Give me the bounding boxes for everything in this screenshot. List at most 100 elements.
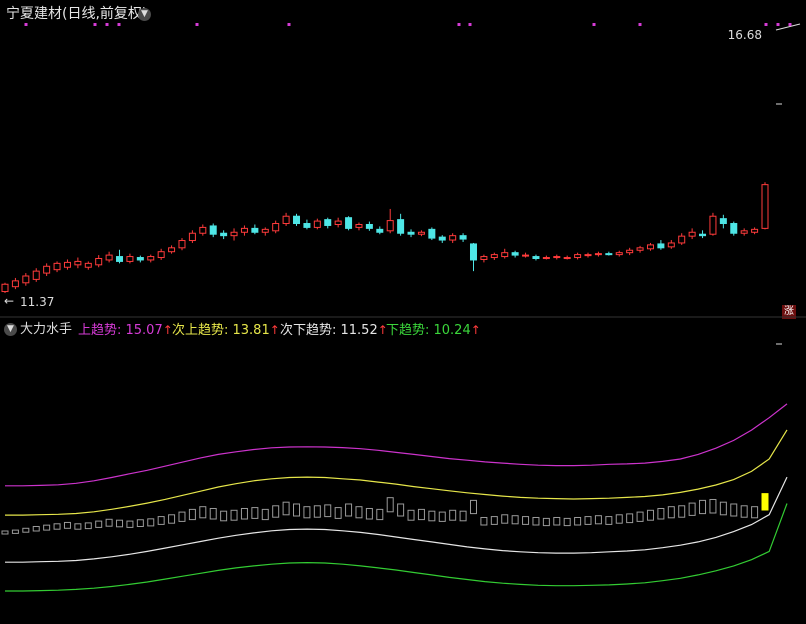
candle-down: [719, 218, 727, 225]
volume-bar: [209, 507, 217, 520]
candle-up: [501, 252, 509, 258]
candle-up: [53, 262, 61, 271]
volume-bar: [147, 518, 155, 527]
legend-lower-trend: 下趋势: 10.24↑: [386, 323, 481, 338]
candle-up: [282, 215, 290, 225]
volume-bar: [95, 520, 103, 528]
candle-up: [646, 244, 654, 250]
rise-badge: 涨: [782, 305, 796, 319]
volume-bar: [199, 506, 207, 519]
signal-marker: [24, 23, 28, 26]
volume-bar: [469, 499, 477, 515]
volume-bar: [188, 508, 196, 521]
volume-bar: [168, 514, 176, 524]
volume-bar: [116, 519, 124, 528]
volume-bar: [428, 510, 436, 522]
volume-bar: [178, 511, 186, 522]
sub-upper-trend-line: [5, 429, 788, 516]
chevron-down-icon[interactable]: ▼: [138, 8, 151, 21]
candle-down: [428, 228, 436, 239]
candle-down: [730, 223, 738, 234]
volume-bar: [303, 506, 311, 519]
volume-bar: [678, 505, 686, 518]
candle-up: [63, 261, 71, 268]
volume-bar: [563, 517, 571, 527]
volume-bar: [282, 501, 290, 516]
candle-up: [199, 226, 207, 234]
volume-bar: [365, 507, 373, 520]
candle-up: [105, 254, 113, 261]
candle-down: [209, 225, 217, 235]
signal-marker: [195, 23, 199, 26]
volume-bar: [324, 504, 332, 518]
candle-down: [136, 257, 144, 261]
candle-up: [449, 235, 457, 241]
volume-bar: [230, 509, 238, 521]
candle-up: [584, 254, 592, 257]
volume-bar: [240, 507, 248, 520]
volume-bar: [480, 516, 488, 526]
volume-bar: [334, 507, 342, 519]
candle-up: [43, 265, 51, 274]
candle-up: [147, 256, 155, 261]
candle-up: [636, 247, 644, 251]
volume-bar: [32, 525, 40, 532]
candle-up: [615, 252, 623, 256]
candle-up: [553, 256, 561, 259]
volume-bar: [386, 497, 394, 513]
volume-bar: [126, 520, 134, 528]
volume-bar: [84, 522, 92, 530]
candle-down: [251, 227, 259, 233]
candle-down: [657, 243, 665, 249]
volume-bar: [553, 516, 561, 526]
volume-bar: [459, 510, 467, 522]
volume-bar: [490, 516, 498, 525]
volume-bar: [261, 508, 269, 521]
signal-marker: [287, 23, 291, 26]
candle-up: [751, 228, 759, 233]
volume-bar: [11, 529, 19, 534]
candle-down: [303, 223, 311, 228]
volume-bar: [719, 501, 727, 516]
candle-down: [699, 233, 707, 237]
candle-up: [740, 230, 748, 234]
volume-bar: [594, 515, 602, 525]
volume-bar: [730, 503, 738, 517]
sub-lower-trend-line: [5, 476, 788, 563]
volume-bar: [542, 517, 550, 527]
candle-down: [459, 235, 467, 240]
volume-bar: [615, 514, 623, 524]
candle-down: [532, 256, 540, 260]
candle-down: [220, 232, 228, 237]
volume-bar: [22, 527, 30, 533]
high-pointer: [775, 23, 801, 31]
signal-marker: [117, 23, 121, 26]
candle-up: [480, 256, 488, 260]
signal-marker: [457, 23, 461, 26]
indicator-chevron-icon[interactable]: ▼: [4, 323, 17, 336]
candle-up: [334, 220, 342, 225]
volume-bar: [501, 514, 509, 524]
candle-up: [761, 184, 769, 229]
candle-up: [1, 283, 9, 293]
candle-up: [272, 223, 280, 232]
candle-up: [490, 254, 498, 259]
volume-bar: [376, 508, 384, 521]
volume-bar: [407, 509, 415, 521]
volume-bar: [136, 519, 144, 527]
signal-marker: [592, 23, 596, 26]
candle-down: [469, 243, 477, 261]
volume-bar: [532, 516, 540, 526]
lower-trend-line: [5, 503, 788, 592]
volume-bar: [345, 503, 353, 517]
candle-up: [32, 270, 40, 280]
candle-up: [542, 257, 550, 260]
signal-marker: [468, 23, 472, 26]
candle-down: [345, 217, 353, 229]
candle-up: [574, 254, 582, 259]
candle-up: [11, 280, 19, 288]
candle-down: [376, 228, 384, 233]
volume-bar: [251, 507, 259, 519]
volume-bar: [699, 499, 707, 515]
